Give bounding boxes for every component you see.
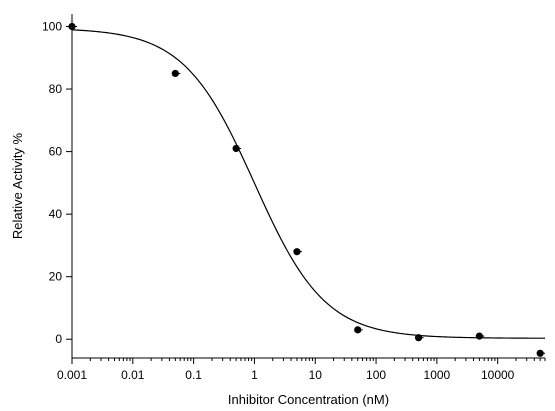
x-tick-label: 0.001: [57, 368, 87, 382]
data-point: [171, 69, 179, 78]
y-tick-label: 20: [49, 270, 63, 284]
data-point: [414, 334, 423, 342]
data-point: [232, 144, 240, 153]
x-tick-label: 1: [251, 368, 258, 382]
y-tick-label: 80: [49, 82, 63, 96]
x-tick-label: 0.1: [185, 368, 202, 382]
x-tick-label: 10: [309, 368, 323, 382]
y-ticks: 0 20 40 60 80 100: [42, 20, 72, 346]
y-tick-label: 0: [55, 332, 62, 346]
x-axis-title: Inhibitor Concentration (nM): [228, 392, 389, 407]
y-tick-label: 60: [49, 145, 63, 159]
data-point: [293, 248, 301, 256]
fit-curve: [71, 29, 546, 339]
x-tick-label: 10000: [481, 368, 515, 382]
x-tick-label: 0.01: [121, 368, 145, 382]
data-point: [475, 332, 483, 340]
data-point: [68, 22, 76, 31]
data-points: [68, 22, 546, 357]
y-tick-label: 40: [49, 207, 63, 221]
y-axis-title: Relative Activity %: [10, 132, 25, 239]
y-axis: 0 20 40 60 80 100: [42, 14, 73, 358]
data-point: [354, 326, 362, 334]
x-tick-label: 1000: [424, 368, 451, 382]
x-tick-label: 100: [366, 368, 386, 382]
x-ticks: 0.001 0.01 0.1 1 10 100 1000 10000: [57, 358, 546, 382]
data-point: [536, 349, 544, 357]
x-axis: 0.001 0.01 0.1 1 10 100 1000 10000: [57, 357, 546, 382]
y-tick-label: 100: [42, 20, 62, 34]
